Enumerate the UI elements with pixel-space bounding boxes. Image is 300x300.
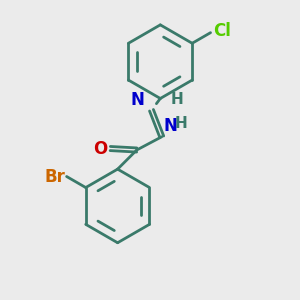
Text: Cl: Cl bbox=[213, 22, 231, 40]
Text: Br: Br bbox=[44, 167, 65, 185]
Text: O: O bbox=[93, 140, 107, 158]
Text: H: H bbox=[171, 92, 183, 107]
Text: H: H bbox=[174, 116, 187, 131]
Text: N: N bbox=[163, 117, 177, 135]
Text: N: N bbox=[130, 91, 144, 109]
